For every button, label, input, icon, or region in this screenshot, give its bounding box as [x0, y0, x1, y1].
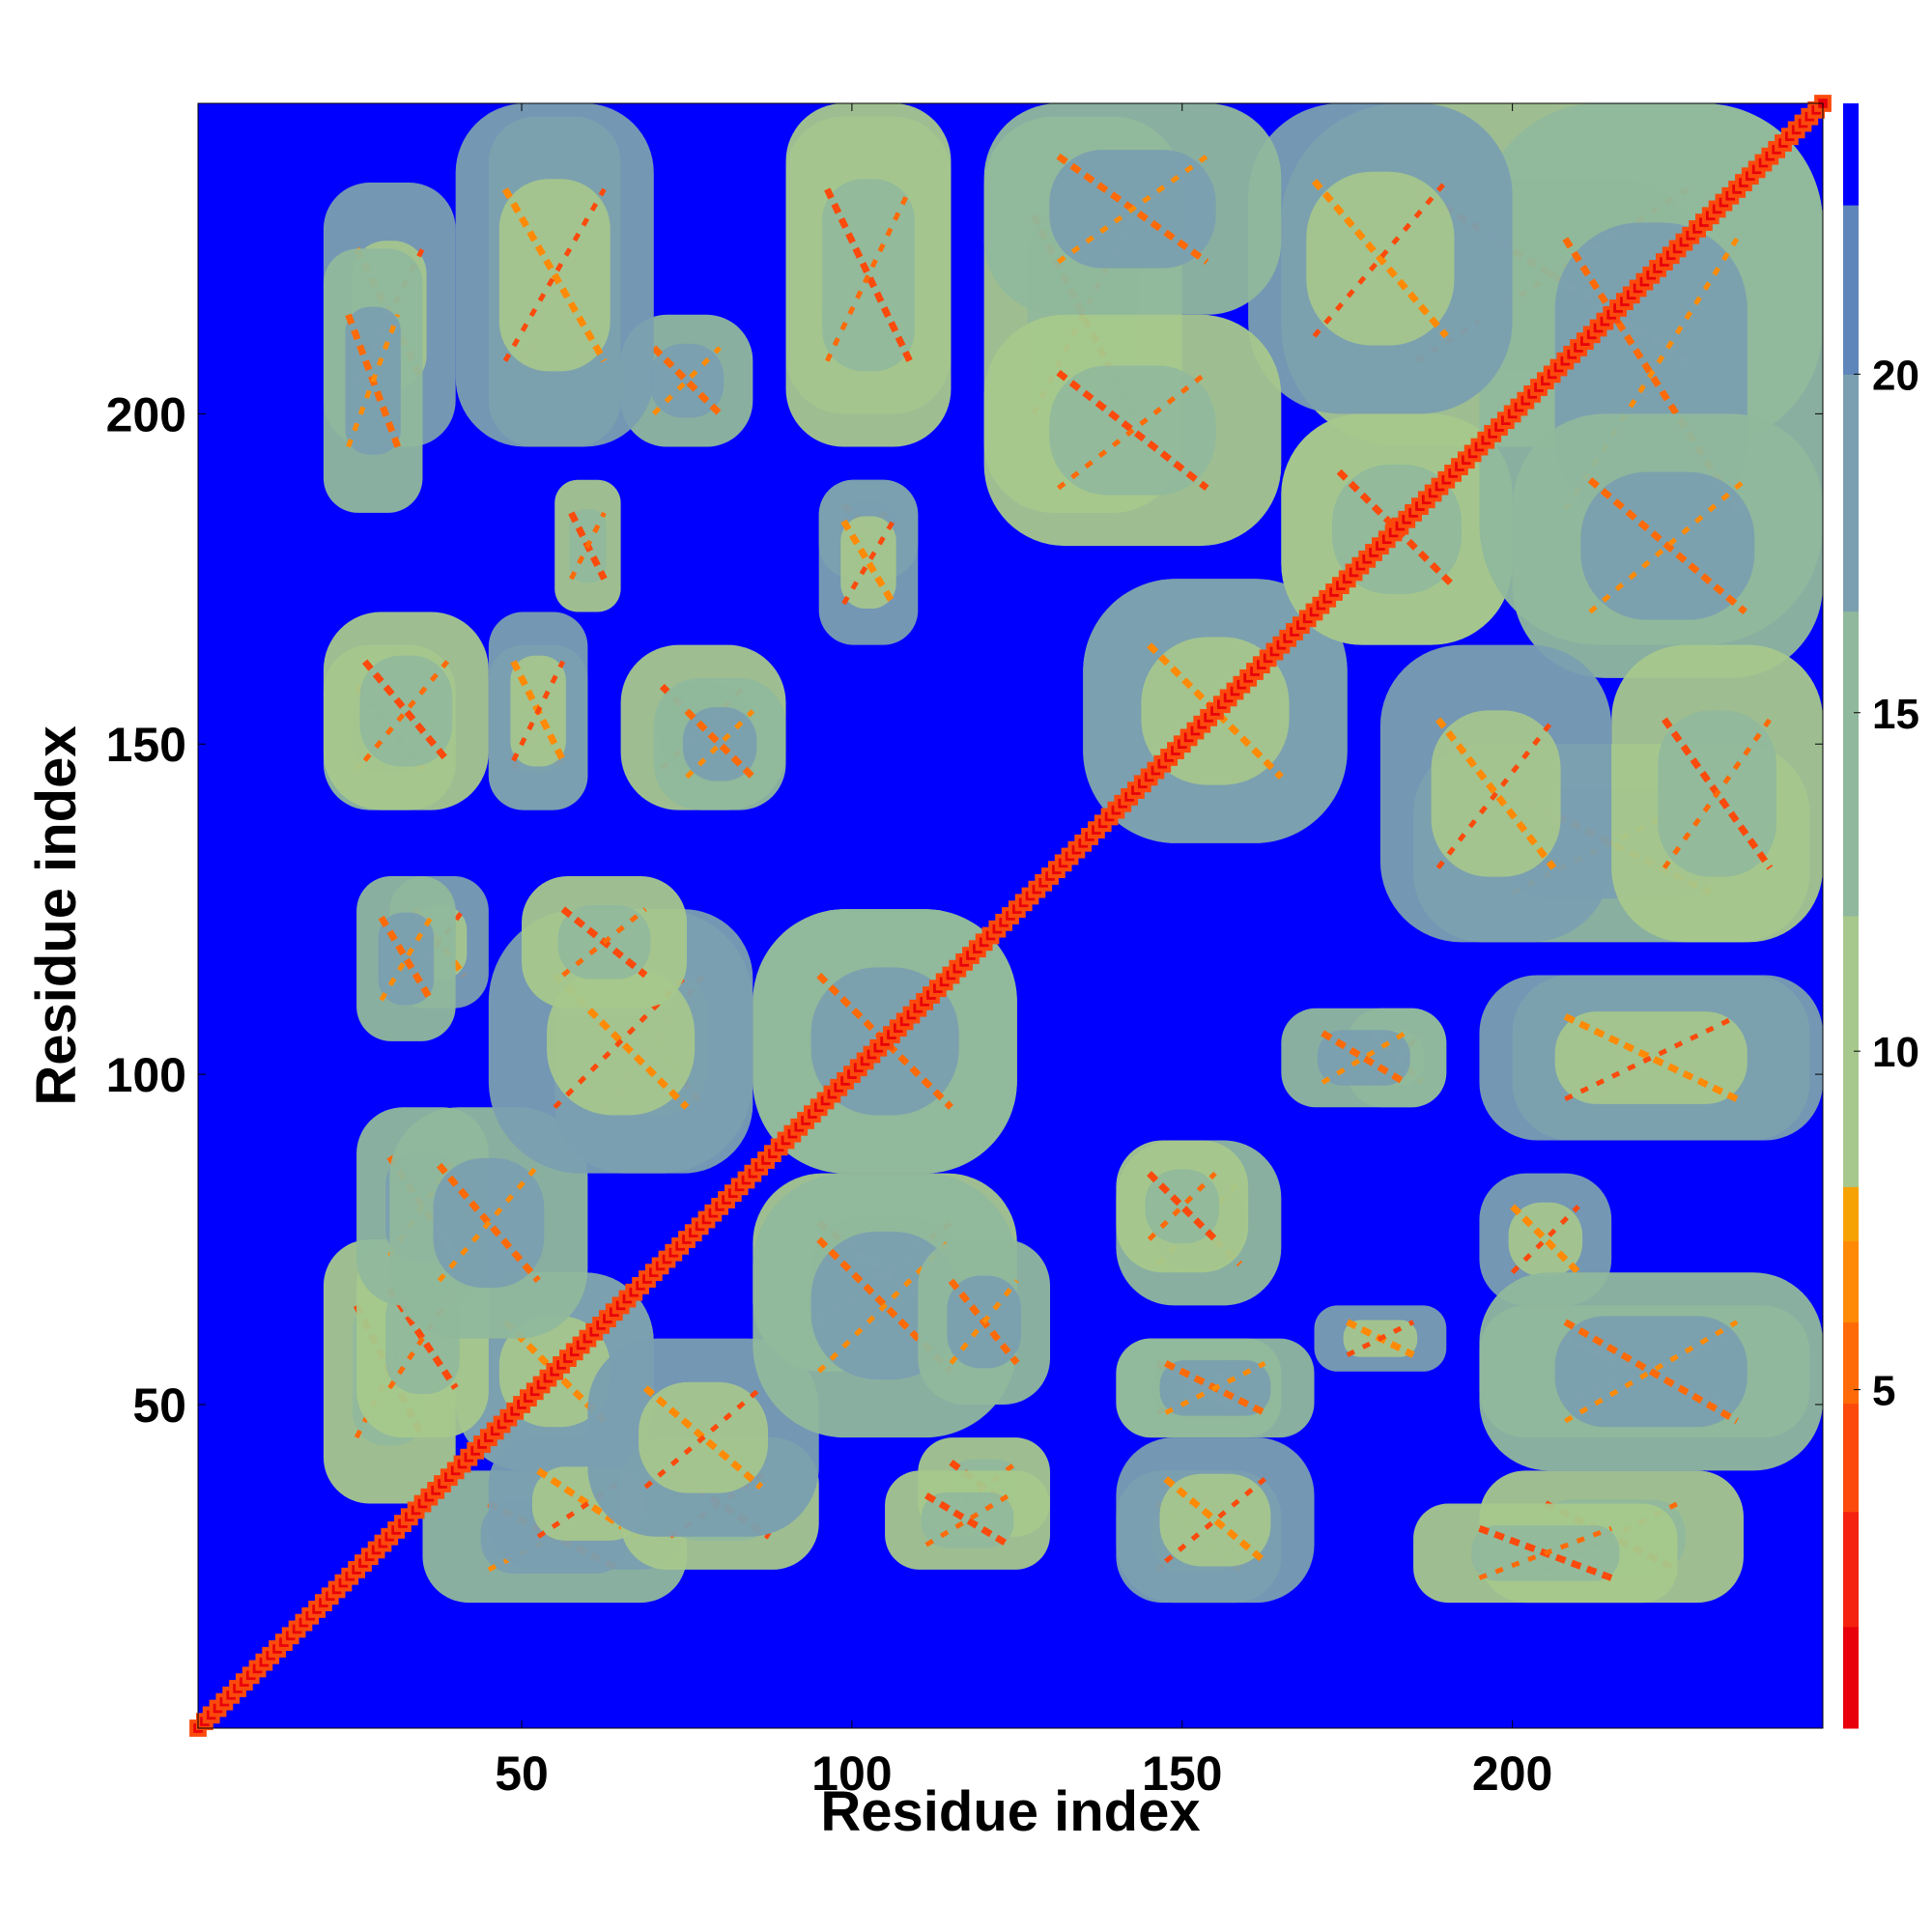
y-tick-label: 150	[106, 718, 186, 772]
plot-area	[189, 95, 1832, 1737]
contact-streak	[501, 187, 608, 363]
x-tick-label: 150	[1142, 1747, 1222, 1801]
colorbar-band	[1843, 374, 1859, 612]
contact-streak	[1435, 717, 1557, 870]
colorbar-band	[1843, 611, 1859, 917]
colorbar-band	[1843, 1321, 1859, 1405]
colorbar-band	[1843, 916, 1859, 1187]
x-axis-label: Residue index	[820, 1780, 1200, 1843]
y-tick-label: 200	[106, 387, 186, 441]
contact-streak	[816, 1237, 953, 1374]
x-tick-label: 100	[811, 1747, 892, 1801]
colorbar-band	[1843, 1403, 1859, 1513]
contact-streak	[1336, 469, 1458, 590]
contact-streak	[1564, 1014, 1739, 1101]
colorbar-band	[1843, 1240, 1859, 1322]
contact-streak	[1163, 1476, 1267, 1565]
contact-streak	[436, 1162, 541, 1284]
colorbar-band	[1843, 1186, 1859, 1241]
contact-streak	[1164, 1476, 1266, 1564]
colorbar-band	[1843, 205, 1859, 375]
colorbar: 5 10 15 20	[1843, 103, 1919, 1729]
contact-streak	[1563, 1319, 1739, 1425]
contact-streak	[569, 511, 607, 581]
y-tick-label: 100	[106, 1048, 186, 1102]
plot-frame	[197, 102, 1824, 1729]
diagonal-contacts	[189, 95, 1832, 1737]
colorbar-bands	[1843, 103, 1859, 1729]
y-axis-ticks: 50 100 150 200	[106, 387, 1823, 1433]
contact-streak	[1478, 1525, 1613, 1580]
contact-streak	[1164, 1360, 1266, 1415]
contact-streak	[1147, 642, 1284, 780]
colorbar-tick-label: 10	[1872, 1029, 1919, 1076]
contact-streak	[511, 660, 566, 762]
contact-streak	[361, 659, 450, 763]
colorbar-ticks: 5 10 15 20	[1854, 352, 1919, 1415]
contact-streak	[387, 1287, 458, 1390]
contact-streak	[536, 1468, 639, 1539]
contact-streak	[437, 1163, 541, 1283]
contact-streak	[1662, 718, 1773, 869]
colorbar-tick-label: 20	[1872, 352, 1919, 399]
colorbar-tick-label: 5	[1872, 1368, 1895, 1415]
colorbar-band	[1843, 103, 1859, 206]
x-tick-label: 50	[495, 1747, 549, 1801]
contact-streak	[1311, 179, 1449, 339]
contact-streak	[642, 1385, 764, 1491]
y-axis-label: Residue index	[25, 725, 88, 1105]
contact-streak	[825, 187, 912, 362]
y-tick-label: 50	[132, 1378, 186, 1433]
contact-streak	[561, 907, 647, 978]
colorbar-band	[1843, 1511, 1859, 1628]
contact-streak	[1587, 477, 1747, 615]
contact-streak	[1346, 1320, 1415, 1357]
contact-streak	[1057, 154, 1208, 265]
contact-streak	[816, 973, 953, 1110]
contact-streak	[949, 1279, 1019, 1365]
contact-streak	[346, 313, 401, 448]
contact-streak	[643, 1385, 763, 1490]
contact-streak	[553, 973, 689, 1110]
contact-streak	[1057, 370, 1208, 491]
contact-streak	[1056, 369, 1209, 492]
contact-streak	[552, 973, 690, 1110]
contact-streak	[362, 660, 450, 762]
x-tick-label: 200	[1472, 1747, 1552, 1801]
colorbar-tick-label: 15	[1872, 691, 1919, 738]
contact-streak	[1435, 718, 1556, 869]
colorbar-band	[1843, 1626, 1859, 1729]
x-axis-ticks: 50 100 150 200	[495, 103, 1552, 1801]
